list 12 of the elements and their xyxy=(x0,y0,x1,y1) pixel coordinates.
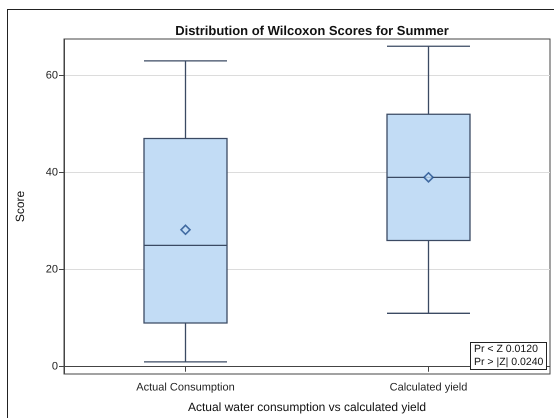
x-axis-title: Actual water consumption vs calculated yield xyxy=(188,400,426,414)
y-tick-label: 0 xyxy=(52,360,58,373)
y-tick-label: 60 xyxy=(46,69,58,82)
annotation: Pr < Z 0.0120 xyxy=(474,343,539,356)
text-box: Pr < Z 0.0120 Pr > |Z| 0.0240 xyxy=(470,342,548,370)
y-tick-label: 40 xyxy=(46,166,58,179)
annotation: Pr > |Z| 0.0240 xyxy=(474,356,544,369)
chart-title: Distribution of Wilcoxon Scores for Summer xyxy=(175,23,449,38)
y-axis-title: Score xyxy=(13,190,27,222)
x-tick-label: Actual Consumption xyxy=(136,382,235,394)
y-tick-label: 20 xyxy=(46,264,58,276)
x-tick-label: Calculated yield xyxy=(390,382,468,394)
